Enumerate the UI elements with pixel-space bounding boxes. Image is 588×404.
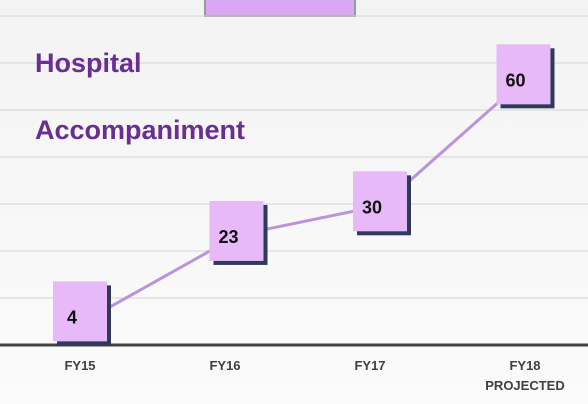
label-box <box>53 281 107 342</box>
x-tick-label: FY16 <box>209 358 241 373</box>
chart-title: Hospital Accompaniment <box>35 48 246 145</box>
data-label: 23 <box>218 227 238 247</box>
data-label: 60 <box>505 70 525 90</box>
label-box <box>496 44 551 105</box>
line <box>94 77 527 317</box>
grid <box>0 15 588 299</box>
x-tick-label: FY15 <box>64 358 96 373</box>
x-tick-label: FY18 PROJECTED <box>485 358 565 393</box>
data-label: 4 <box>67 307 77 327</box>
data-label: 30 <box>362 197 382 217</box>
label-box <box>353 171 407 232</box>
label-box <box>209 200 264 261</box>
decoration <box>204 0 356 17</box>
x-tick-label: FY17 <box>354 358 386 373</box>
